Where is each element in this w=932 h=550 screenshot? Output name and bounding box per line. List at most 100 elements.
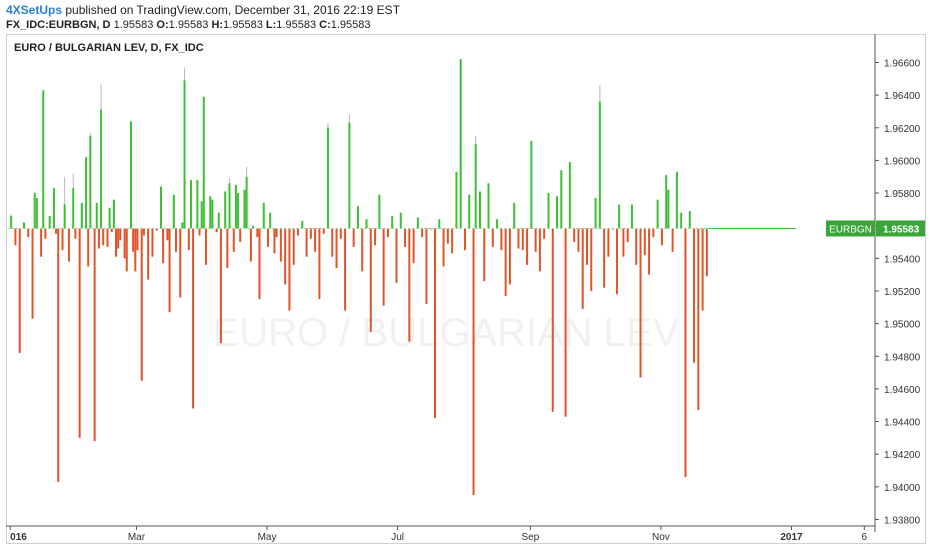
price-bar <box>455 171 458 229</box>
price-bar <box>618 204 621 229</box>
price-bar <box>438 219 441 229</box>
price-bar <box>209 196 212 229</box>
price-bar <box>374 228 377 246</box>
price-bar <box>159 186 162 229</box>
price-bar <box>198 228 201 236</box>
price-bar <box>318 228 321 300</box>
price-tick-label: 1.94200 <box>884 450 921 461</box>
price-tag-value-bg <box>876 220 925 237</box>
price-bar <box>44 228 47 239</box>
price-bar <box>57 228 60 482</box>
price-tick-label: 1.96000 <box>884 156 921 167</box>
price-tag-symbol: EURBGN <box>829 224 872 235</box>
price-bar <box>577 228 580 252</box>
price-tag-symbol-bg <box>826 220 875 237</box>
price-bar <box>151 228 154 257</box>
price-bar <box>93 228 96 442</box>
price-bar <box>172 194 175 229</box>
last-price-tag: EURBGN 1.95583 <box>826 220 925 237</box>
price-bar <box>472 228 475 495</box>
price-bar <box>179 228 182 298</box>
price-chart[interactable]: EURO / BULGARIAN LEV EURO / BULGARIAN LE… <box>6 34 926 544</box>
price-bar <box>513 202 516 229</box>
price-bar <box>117 228 120 249</box>
price-bar <box>656 199 659 229</box>
price-bar <box>335 228 338 269</box>
price-bar <box>598 101 601 229</box>
price-bar <box>224 191 227 229</box>
price-bar <box>125 228 128 272</box>
publish-line: 4XSetUps published on TradingView.com, D… <box>6 3 400 17</box>
price-bar <box>204 228 207 265</box>
price-bar <box>442 228 445 267</box>
price-bar <box>517 228 520 249</box>
time-axis[interactable]: 016 Mar May Jul Sep Nov 2017 6 <box>9 526 868 543</box>
price-bar <box>603 228 606 288</box>
price-bar <box>496 219 499 229</box>
price-bar <box>369 228 372 332</box>
price-bar <box>219 228 222 344</box>
price-bar <box>590 228 593 291</box>
price-bar <box>211 199 214 229</box>
price-bar <box>425 228 428 305</box>
price-bar <box>102 228 105 246</box>
price-bar <box>348 122 351 229</box>
price-bar <box>162 228 165 264</box>
price-bar <box>643 228 646 256</box>
price-bar <box>534 228 537 252</box>
price-bar <box>399 212 402 229</box>
price-bar <box>249 228 252 262</box>
price-bar <box>228 183 231 229</box>
chart-frame[interactable]: EURO / BULGARIAN LEV EURO / BULGARIAN LE… <box>6 34 926 544</box>
price-bar <box>22 222 25 229</box>
price-tick-label: 1.95000 <box>884 320 921 331</box>
price-bar <box>55 228 58 234</box>
price-bar <box>288 228 291 311</box>
time-tick-label: Nov <box>652 532 670 543</box>
price-bar <box>508 228 511 285</box>
first-value: 1.95583 <box>113 19 154 31</box>
price-bar <box>275 228 278 238</box>
price-bar <box>215 228 218 233</box>
price-bar <box>112 199 115 229</box>
price-bar <box>688 211 691 229</box>
price-bar <box>234 184 237 229</box>
price-bar <box>468 194 471 229</box>
price-bar <box>684 228 687 478</box>
price-bar <box>269 212 272 229</box>
price-bar <box>42 90 45 229</box>
price-bar <box>115 228 118 257</box>
price-bar <box>382 228 385 306</box>
price-bar <box>693 228 696 363</box>
price-bar <box>262 202 265 229</box>
price-bar <box>309 228 312 239</box>
time-tick-label: 016 <box>10 532 27 543</box>
price-bar <box>72 188 75 229</box>
publisher-link[interactable]: 4XSetUps <box>6 3 63 17</box>
price-bar <box>147 228 150 280</box>
price-bar <box>14 228 17 246</box>
price-tag-value: 1.95583 <box>883 224 920 235</box>
price-bar <box>97 228 100 249</box>
high-label: H: <box>211 19 224 31</box>
price-bar <box>108 207 111 229</box>
price-bar <box>33 193 36 229</box>
price-bar <box>10 215 13 229</box>
price-bar <box>568 162 571 229</box>
price-bar <box>27 228 30 238</box>
price-bar <box>395 228 398 283</box>
price-bar <box>478 191 481 229</box>
price-bar <box>217 212 220 229</box>
price-bar <box>607 228 610 257</box>
price-bar <box>18 228 21 353</box>
price-bar <box>245 176 248 229</box>
price-tick-label: 1.93800 <box>884 515 921 526</box>
price-bar <box>95 202 98 229</box>
price-tick-label: 1.94800 <box>884 352 921 363</box>
price-axis[interactable]: 1.966001.964001.962001.960001.958001.956… <box>875 58 921 526</box>
price-bar <box>697 228 700 411</box>
close-label: C: <box>319 19 331 31</box>
price-bar <box>521 228 524 251</box>
price-bar <box>339 228 342 239</box>
ohlc-line: FX_IDC:EURBGN, D 1.95583 O:1.95583 H:1.9… <box>6 19 371 31</box>
